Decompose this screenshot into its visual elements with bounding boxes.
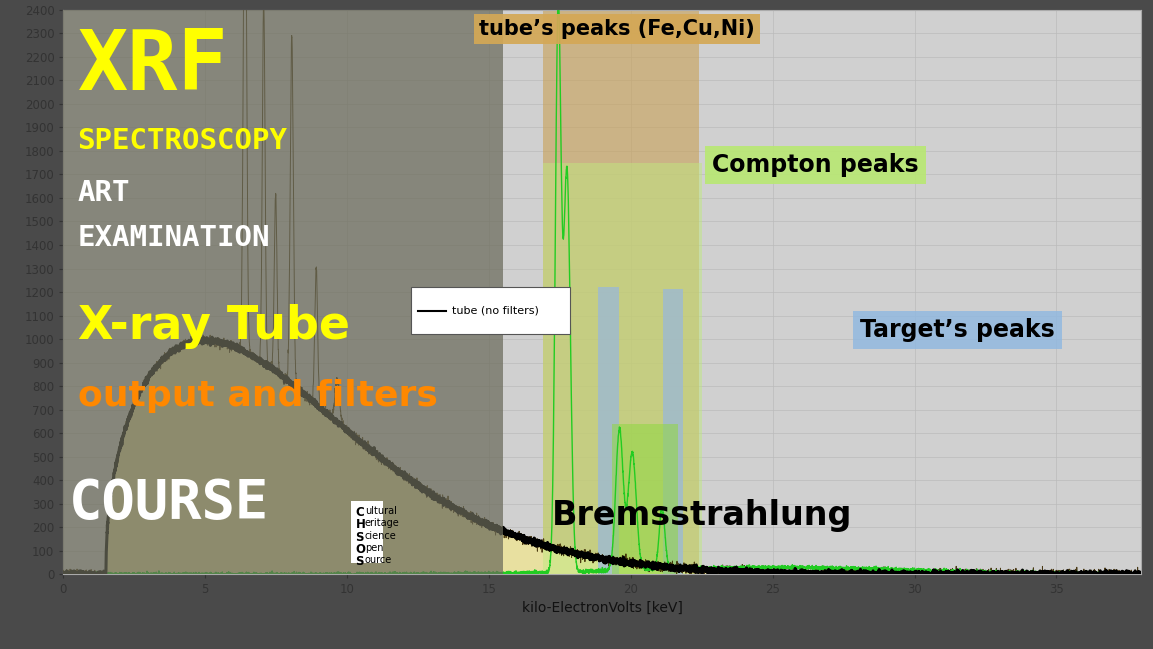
Text: pen: pen	[364, 543, 383, 553]
Text: ultural: ultural	[364, 506, 397, 516]
Bar	[543, 163, 702, 574]
Text: Target’s peaks: Target’s peaks	[860, 318, 1055, 342]
Text: output and filters: output and filters	[77, 379, 437, 413]
X-axis label: kilo-ElectronVolts [keV]: kilo-ElectronVolts [keV]	[522, 600, 683, 615]
Text: Bremsstrahlung: Bremsstrahlung	[551, 499, 852, 532]
Text: EXAMINATION: EXAMINATION	[77, 224, 270, 252]
Text: C: C	[355, 506, 364, 519]
Bar	[598, 288, 619, 574]
Bar	[612, 424, 678, 574]
Text: ART: ART	[77, 179, 130, 207]
Text: O: O	[355, 543, 366, 556]
Text: X-ray Tube: X-ray Tube	[77, 304, 349, 349]
Bar	[543, 10, 699, 574]
Text: S: S	[355, 555, 364, 568]
Text: COURSE: COURSE	[69, 476, 270, 530]
Text: tube (no filters): tube (no filters)	[452, 306, 538, 316]
FancyBboxPatch shape	[410, 288, 570, 334]
Text: cience: cience	[364, 531, 397, 541]
Bar	[352, 502, 383, 563]
Text: XRF: XRF	[77, 26, 228, 107]
Bar	[63, 10, 503, 574]
Text: tube’s peaks (Fe,Cu,Ni): tube’s peaks (Fe,Cu,Ni)	[478, 19, 754, 39]
Text: ource: ource	[364, 555, 392, 565]
Text: eritage: eritage	[364, 519, 399, 528]
Text: SPECTROSCOPY: SPECTROSCOPY	[77, 127, 287, 155]
Bar	[663, 289, 684, 574]
Text: S: S	[355, 531, 364, 544]
Text: H: H	[355, 519, 366, 532]
Text: Compton peaks: Compton peaks	[711, 153, 919, 177]
